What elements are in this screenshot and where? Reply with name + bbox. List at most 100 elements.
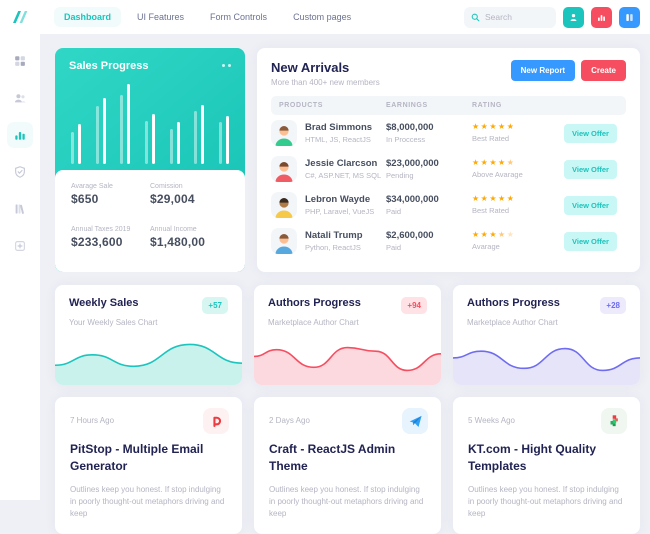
product-skills: HTML, JS, ReactJS xyxy=(305,135,372,144)
earnings-value: $23,000,000 xyxy=(386,158,472,169)
card-subtitle: Marketplace Author Chart xyxy=(453,318,640,327)
rating-label: Best Rated xyxy=(472,134,564,143)
star-icon: ★ xyxy=(472,194,481,203)
card-title: Authors Progress xyxy=(268,297,361,309)
stat-label: Annual Income xyxy=(150,226,229,233)
stats-quick-button[interactable] xyxy=(591,7,612,28)
menu-item-custom-pages[interactable]: Custom pages xyxy=(283,7,361,27)
sales-bar xyxy=(145,121,148,164)
avatar xyxy=(271,156,297,182)
sales-bar xyxy=(177,122,180,164)
view-offer-button[interactable]: View Offer xyxy=(564,232,617,251)
delta-badge: +28 xyxy=(600,297,626,314)
card-menu-dots[interactable] xyxy=(222,60,231,71)
star-icon: ★ xyxy=(498,158,507,167)
area-sparkline xyxy=(254,333,441,385)
news-title: PitStop - Multiple Email Generator xyxy=(70,441,227,475)
sales-bar xyxy=(127,84,130,164)
arrivals-table: PRODUCTS EARNINGS RATING xyxy=(271,96,626,259)
sales-stats-panel: Avarage Sale $650 Comission $29,004 Annu… xyxy=(55,170,245,272)
rating-label: Best Rated xyxy=(472,206,564,215)
news-body: Outlines keep you honest. If stop indulg… xyxy=(70,484,227,521)
search-icon xyxy=(471,13,480,22)
pitstop-logo-icon xyxy=(203,408,229,434)
sales-bar xyxy=(201,105,204,164)
icon-sidebar xyxy=(0,34,40,500)
navbar-right xyxy=(464,7,650,28)
file-plus-icon xyxy=(13,239,27,253)
stat-label: Comission xyxy=(150,183,229,190)
authors-progress-card-1: Authors Progress +94 Marketplace Author … xyxy=(254,285,441,385)
new-arrivals-card: New Arrivals More than 400+ new members … xyxy=(257,48,640,272)
star-icon: ★ xyxy=(507,194,516,203)
app-logo[interactable] xyxy=(0,7,40,27)
rating-label: Avarage xyxy=(472,242,564,251)
sidebar-item-security[interactable] xyxy=(7,159,33,185)
sidebar-item-users[interactable] xyxy=(7,85,33,111)
shield-check-icon xyxy=(13,165,27,179)
sales-bar xyxy=(170,129,173,164)
sidebar-item-grid[interactable] xyxy=(7,48,33,74)
table-row: Natali Trump Python, ReactJS $2,600,000 … xyxy=(271,223,626,259)
product-name: Lebron Wayde xyxy=(305,194,374,205)
view-offer-button[interactable]: View Offer xyxy=(564,160,617,179)
create-button[interactable]: Create xyxy=(581,60,626,81)
news-card-craft: 2 Days Ago Craft - ReactJS Admin Theme O… xyxy=(254,397,441,534)
star-rating: ★★★★★ xyxy=(472,195,564,203)
pixel-logo-icon xyxy=(601,408,627,434)
col-earnings: EARNINGS xyxy=(386,102,472,109)
new-arrivals-subtitle: More than 400+ new members xyxy=(271,78,380,87)
earnings-value: $34,000,000 xyxy=(386,194,472,205)
sales-bar xyxy=(194,111,197,164)
star-icon: ★ xyxy=(472,158,481,167)
stat-commission: Comission $29,004 xyxy=(150,183,229,217)
new-report-button[interactable]: New Report xyxy=(511,60,575,81)
table-header: PRODUCTS EARNINGS RATING xyxy=(271,96,626,115)
sales-bar xyxy=(96,106,99,164)
star-icon: ★ xyxy=(489,194,498,203)
stat-label: Avarage Sale xyxy=(71,183,150,190)
news-card-pitstop: 7 Hours Ago PitStop - Multiple Email Gen… xyxy=(55,397,242,534)
sidebar-item-dashboard-charts[interactable] xyxy=(7,122,33,148)
menu-item-ui-features[interactable]: UI Features xyxy=(127,7,194,27)
product-skills: Python, ReactJS xyxy=(305,243,363,252)
view-offer-button[interactable]: View Offer xyxy=(564,124,617,143)
logo-icon xyxy=(10,7,30,27)
avatar xyxy=(271,192,297,218)
star-icon: ★ xyxy=(498,194,507,203)
table-row: Jessie Clarcson C#, ASP.NET, MS SQL $23,… xyxy=(271,151,626,187)
sales-bar xyxy=(120,95,123,164)
star-rating: ★★★★★ xyxy=(472,231,564,239)
star-icon: ★ xyxy=(472,230,481,239)
user-quick-button[interactable] xyxy=(563,7,584,28)
card-subtitle: Your Weekly Sales Chart xyxy=(55,318,242,327)
sales-progress-title: Sales Progress xyxy=(69,60,149,72)
sales-bar xyxy=(71,132,74,164)
star-icon: ★ xyxy=(489,122,498,131)
sidebar-item-library[interactable] xyxy=(7,196,33,222)
earnings-value: $2,600,000 xyxy=(386,230,472,241)
search-input[interactable] xyxy=(485,12,547,22)
sales-progress-card: Sales Progress Avarage Sale $650 Comissi… xyxy=(55,48,245,272)
view-offer-button[interactable]: View Offer xyxy=(564,196,617,215)
star-icon: ★ xyxy=(489,158,498,167)
sales-bar xyxy=(78,124,81,164)
stat-annual-income: Annual Income $1,480,00 xyxy=(150,226,229,260)
stat-label: Annual Taxes 2019 xyxy=(71,226,150,233)
news-title: KT.com - Hight Quality Templates xyxy=(468,441,625,475)
sales-bar xyxy=(219,122,222,164)
sales-bar xyxy=(226,116,229,164)
user-icon xyxy=(568,12,579,23)
layout-quick-button[interactable] xyxy=(619,7,640,28)
col-rating: RATING xyxy=(472,102,564,109)
stat-value: $1,480,00 xyxy=(150,235,229,249)
menu-item-dashboard[interactable]: Dashboard xyxy=(54,7,121,27)
earnings-status: Pending xyxy=(386,171,472,180)
sidebar-item-new-file[interactable] xyxy=(7,233,33,259)
search-box[interactable] xyxy=(464,7,556,28)
area-sparkline xyxy=(55,333,242,385)
card-title: Weekly Sales xyxy=(69,297,139,309)
authors-progress-card-2: Authors Progress +28 Marketplace Author … xyxy=(453,285,640,385)
news-body: Outlines keep you honest. If stop indulg… xyxy=(269,484,426,521)
menu-item-form-controls[interactable]: Form Controls xyxy=(200,7,277,27)
